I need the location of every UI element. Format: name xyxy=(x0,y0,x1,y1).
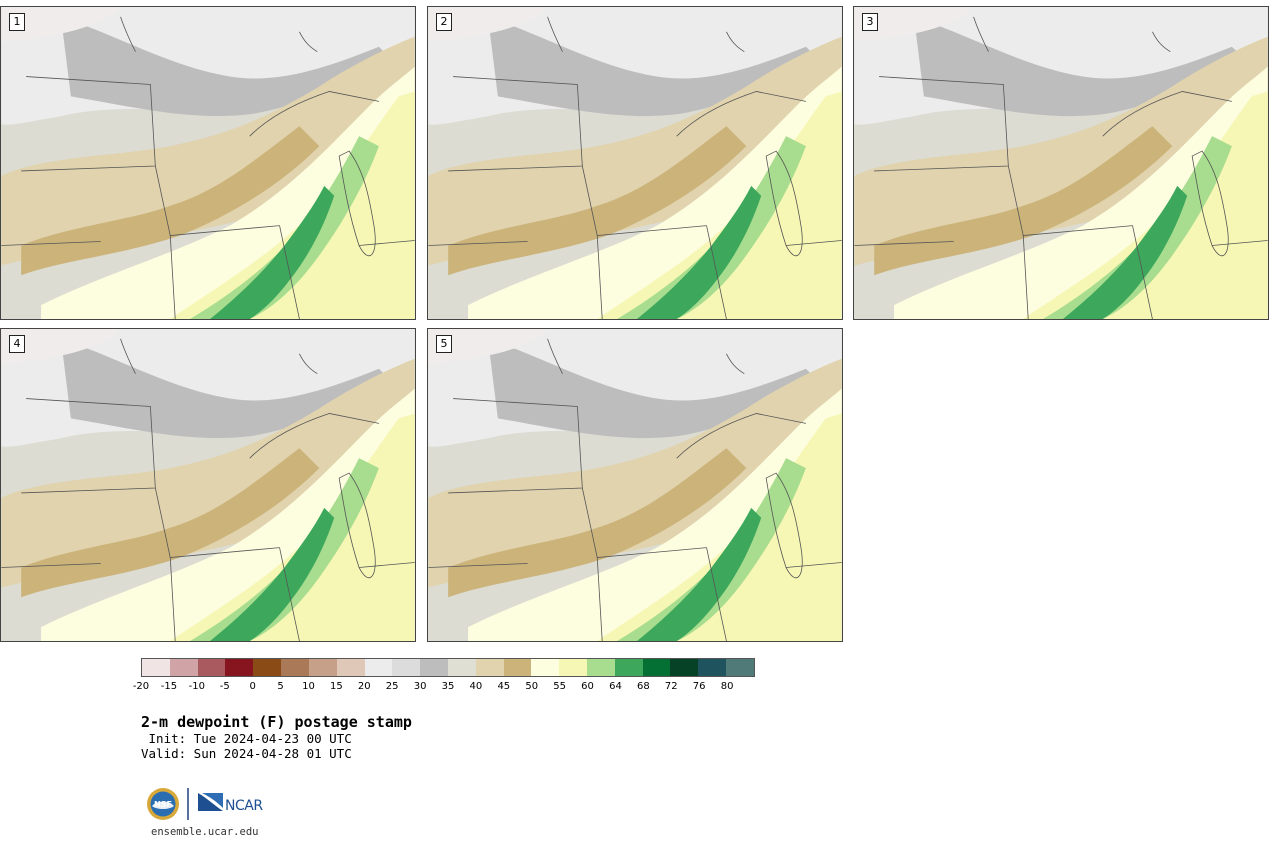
colorbar-swatch xyxy=(336,659,365,676)
colorbar-tick-label: 0 xyxy=(249,681,256,692)
colorbar-swatch xyxy=(169,659,198,676)
panel-number: 5 xyxy=(436,335,452,353)
colorbar-swatch xyxy=(531,659,560,676)
colorbar-swatch xyxy=(281,659,309,676)
colorbar-tick-label: 35 xyxy=(441,681,455,692)
dewpoint-map xyxy=(1,7,415,319)
colorbar-tick-label: 64 xyxy=(609,681,622,692)
colorbar-swatch xyxy=(614,659,643,676)
colorbar-tick-label: -20 xyxy=(132,681,150,692)
dewpoint-map xyxy=(428,7,842,319)
colorbar-tick-label: 45 xyxy=(497,681,511,692)
colorbar-swatch xyxy=(253,659,282,676)
colorbar-swatch xyxy=(392,659,421,676)
colorbar-swatch xyxy=(559,659,587,676)
colorbar-tick-label: 60 xyxy=(581,681,594,692)
panel-number: 1 xyxy=(9,13,25,31)
colorbar-ticks: -20 -15 -10 -5 0 5 10 15 20 25 30 35 40 45 50 55 60 64 68 7… xyxy=(133,681,755,695)
colorbar-swatch xyxy=(587,659,615,676)
panel-number: 3 xyxy=(862,13,878,31)
colorbar-tick-label: 20 xyxy=(357,681,371,692)
colorbar-swatch xyxy=(225,659,254,676)
colorbar-tick-label: 30 xyxy=(413,681,427,692)
plot-title: 2-m dewpoint (F) postage stamp xyxy=(141,713,412,731)
colorbar-swatch xyxy=(698,659,727,676)
init-time: Init: Tue 2024-04-23 00 UTC xyxy=(141,731,352,746)
panel-number: 2 xyxy=(436,13,452,31)
map-panel-3[interactable]: 3 xyxy=(853,6,1269,320)
colorbar-tick-label: 5 xyxy=(277,681,284,692)
colorbar-swatch xyxy=(670,659,699,676)
colorbar-tick-label: 68 xyxy=(636,681,650,692)
nsf-ncar-logos: NSF NCAR xyxy=(147,788,264,820)
colorbar-tick-label: 40 xyxy=(469,681,483,692)
dewpoint-map xyxy=(854,7,1268,319)
colorbar-swatch xyxy=(420,659,448,676)
map-panel-1[interactable]: 1 xyxy=(0,6,416,320)
ncar-logo-icon: NCAR xyxy=(198,793,264,814)
colorbar-swatch xyxy=(142,659,170,676)
colorbar-tick-label: -10 xyxy=(188,681,205,692)
colorbar-tick-label: 76 xyxy=(692,681,706,692)
colorbar-tick-label: 10 xyxy=(302,681,315,692)
nsf-logo-text: NSF xyxy=(154,800,172,809)
colorbar-tick-label: 55 xyxy=(553,681,566,692)
colorbar-tick-label: 15 xyxy=(329,681,343,692)
colorbar-swatch xyxy=(642,659,671,676)
dewpoint-map xyxy=(1,329,415,641)
colorbar-swatch xyxy=(447,659,476,676)
colorbar-tick-label: 80 xyxy=(720,681,734,692)
panel-number: 4 xyxy=(9,335,25,353)
colorbar-tick-label: -15 xyxy=(160,681,178,692)
colorbar-tick-label: 72 xyxy=(664,681,678,692)
valid-time: Valid: Sun 2024-04-28 01 UTC xyxy=(141,746,352,761)
colorbar-swatch xyxy=(726,659,754,676)
colorbar-tick-label: -5 xyxy=(219,681,230,692)
dewpoint-map xyxy=(428,329,842,641)
map-panel-5[interactable]: 5 xyxy=(427,328,843,642)
colorbar-swatch xyxy=(475,659,504,676)
colorbar-swatch xyxy=(197,659,226,676)
ncar-logo-text: NCAR xyxy=(225,798,263,814)
map-panel-2[interactable]: 2 xyxy=(427,6,843,320)
nsf-logo-icon: NSF xyxy=(147,788,179,820)
colorbar-swatch xyxy=(503,659,532,676)
colorbar-tick-label: 50 xyxy=(525,681,539,692)
map-panel-4[interactable]: 4 xyxy=(0,328,416,642)
colorbar-swatch xyxy=(364,659,393,676)
colorbar xyxy=(141,658,755,677)
site-url: ensemble.ucar.edu xyxy=(151,826,259,838)
colorbar-tick-label: 25 xyxy=(385,681,399,692)
colorbar-swatch xyxy=(308,659,337,676)
